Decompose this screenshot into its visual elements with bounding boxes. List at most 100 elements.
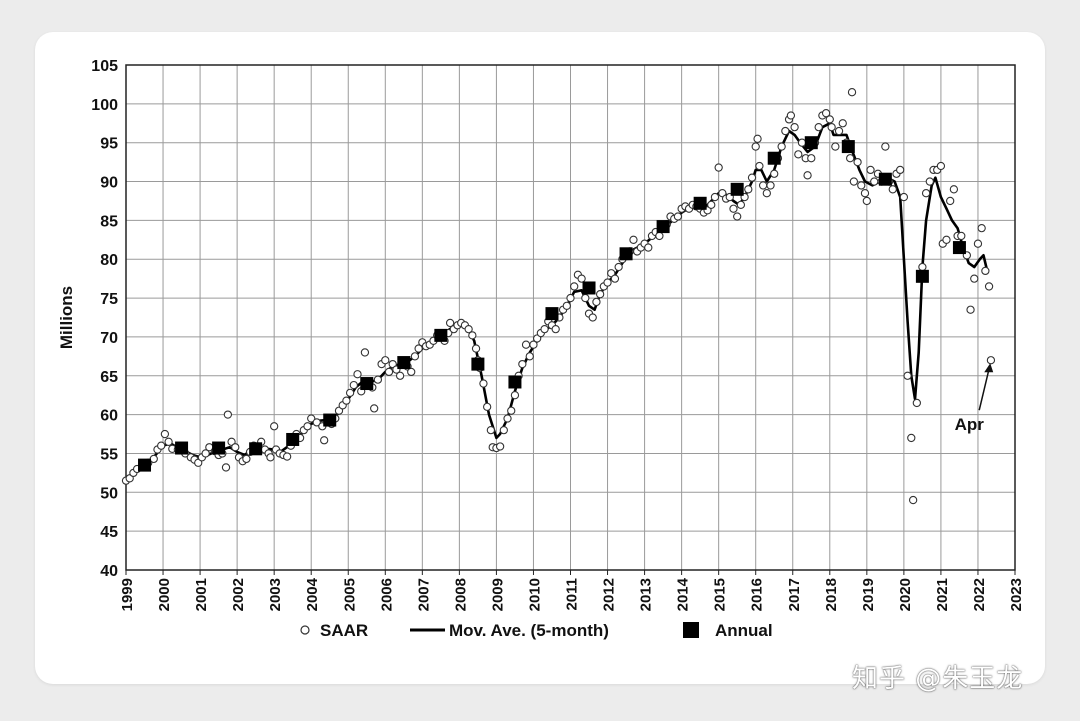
saar-point: [744, 185, 753, 194]
x-tick-label: 2009: [489, 578, 506, 611]
saar-point: [707, 200, 716, 209]
y-tick-label: 70: [100, 330, 118, 347]
annual-point: [915, 269, 929, 283]
saar-point: [521, 340, 531, 349]
saar-point: [303, 422, 312, 431]
saar-point: [986, 356, 996, 365]
saar-point: [970, 274, 979, 283]
saar-point: [562, 301, 571, 310]
annual-point: [434, 328, 448, 342]
saar-point: [946, 196, 955, 206]
saar-point: [518, 359, 527, 369]
x-tick-label: 2015: [712, 578, 729, 611]
saar-point: [495, 442, 505, 451]
saar-point: [221, 463, 231, 472]
saar-point: [957, 231, 966, 241]
saar-point: [862, 196, 871, 206]
y-tick-label: 50: [100, 485, 118, 502]
chart-svg: 40 45 50 55 60 65 70 75 80 85 90 95 100 105 1999 2000 20…: [57, 58, 1025, 640]
legend-saar-label: SAAR: [320, 621, 368, 640]
saar-point: [803, 171, 812, 180]
saar-point: [747, 173, 757, 182]
annual-point: [360, 377, 374, 391]
annotation-arrow: [978, 368, 990, 411]
annual-point: [175, 441, 189, 455]
chart-card: 40 45 50 55 60 65 70 75 80 85 90 95 100 105 1999 2000 20…: [35, 32, 1045, 684]
x-tick-label: 2002: [230, 578, 247, 611]
y-tick-label: 95: [100, 136, 118, 153]
saar-point: [866, 165, 875, 175]
saar-point: [312, 418, 321, 427]
saar-point: [266, 453, 275, 462]
x-tick-label: 2013: [638, 578, 655, 611]
saar-point: [407, 367, 416, 377]
saar-point: [384, 367, 394, 377]
saar-point: [570, 282, 579, 291]
annual-point: [693, 196, 707, 210]
annual-point: [508, 375, 522, 389]
annotation-label: Apr: [955, 415, 985, 434]
saar-point: [592, 297, 601, 307]
saar-point: [921, 189, 931, 198]
saar-point: [231, 443, 240, 452]
annual-point: [619, 247, 633, 261]
y-tick-label: 55: [100, 446, 118, 463]
saar-point: [468, 331, 477, 340]
saar-point: [908, 495, 918, 505]
x-tick-label: 2020: [897, 578, 914, 611]
saar-point: [503, 414, 512, 423]
saar-point: [777, 142, 786, 151]
saar-point: [825, 115, 834, 124]
saar-point: [966, 305, 975, 314]
saar-point: [907, 433, 916, 443]
y-tick-label: 105: [91, 58, 118, 75]
saar-point: [831, 142, 840, 151]
annotation-arrowhead: [984, 363, 994, 373]
annual-point: [767, 151, 781, 165]
annual-point: [138, 458, 152, 472]
x-tick-label: 2016: [749, 578, 766, 611]
annual-point: [804, 136, 818, 150]
x-tick-label: 2022: [971, 578, 988, 611]
x-tick-label: 2000: [156, 578, 173, 611]
saar-point: [381, 356, 390, 365]
saar-point: [849, 177, 859, 186]
saar-point: [507, 406, 516, 415]
y-tick-label: 80: [100, 252, 118, 269]
saar-point: [551, 325, 560, 334]
saar-point: [781, 126, 790, 136]
saar-point: [912, 398, 921, 408]
annual-point: [212, 441, 226, 455]
saar-point: [714, 163, 723, 172]
x-tick-label: 2012: [601, 578, 618, 611]
x-tick-label: 2010: [526, 578, 543, 611]
saar-point: [499, 426, 508, 435]
annual-point: [656, 220, 670, 234]
saar-point: [881, 142, 890, 151]
saar-point: [644, 243, 653, 252]
y-tick-label: 45: [100, 524, 118, 541]
saar-point: [160, 429, 170, 439]
saar-point: [797, 138, 807, 147]
annual-point: [471, 357, 485, 371]
saar-point: [345, 388, 355, 398]
y-tick-label: 85: [100, 213, 118, 230]
x-tick-label: 2023: [1008, 578, 1025, 611]
annual-point: [397, 356, 411, 370]
saar-point: [838, 119, 847, 128]
saar-point: [981, 266, 990, 276]
legend-mavg-label: Mov. Ave. (5-month): [449, 621, 609, 640]
saar-point: [353, 370, 362, 379]
saar-point: [821, 109, 831, 118]
saar-point: [370, 404, 379, 413]
x-tick-label: 2006: [378, 578, 395, 611]
saar-point: [342, 396, 351, 405]
saar-point: [786, 111, 796, 120]
saar-point: [595, 290, 605, 299]
saar-point: [896, 165, 905, 175]
saar-point: [853, 157, 862, 167]
x-tick-label: 2008: [452, 578, 469, 611]
y-tick-label: 40: [100, 563, 118, 580]
annual-point: [545, 307, 559, 321]
saar-point: [860, 189, 870, 198]
